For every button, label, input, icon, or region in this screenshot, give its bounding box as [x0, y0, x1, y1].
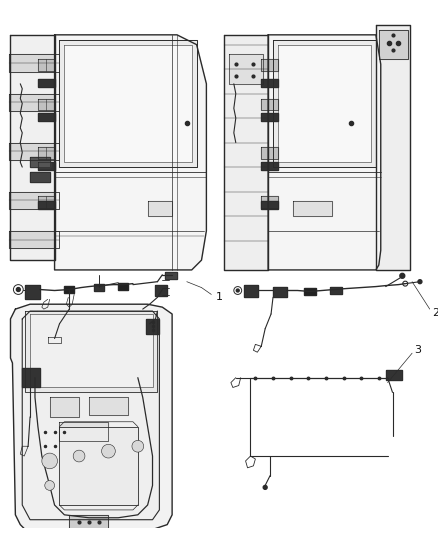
Circle shape — [400, 273, 405, 278]
Circle shape — [236, 289, 239, 292]
Polygon shape — [261, 197, 278, 208]
Circle shape — [132, 440, 144, 452]
Polygon shape — [261, 201, 278, 209]
Text: 3: 3 — [414, 345, 421, 356]
Text: 1: 1 — [216, 293, 223, 302]
Polygon shape — [379, 30, 408, 59]
Polygon shape — [64, 286, 74, 294]
Polygon shape — [229, 54, 263, 84]
Polygon shape — [118, 282, 128, 290]
Polygon shape — [38, 79, 55, 87]
Circle shape — [263, 486, 267, 489]
Polygon shape — [273, 287, 287, 297]
Polygon shape — [304, 288, 316, 295]
Polygon shape — [330, 287, 342, 294]
Polygon shape — [22, 311, 159, 520]
Circle shape — [418, 280, 422, 284]
Polygon shape — [268, 35, 381, 270]
Polygon shape — [155, 285, 167, 296]
Polygon shape — [94, 284, 103, 292]
Polygon shape — [22, 368, 40, 387]
Polygon shape — [30, 157, 49, 167]
Polygon shape — [385, 370, 403, 379]
Polygon shape — [38, 59, 55, 71]
Polygon shape — [38, 148, 55, 159]
Polygon shape — [49, 397, 79, 417]
Polygon shape — [165, 272, 177, 279]
Polygon shape — [38, 201, 55, 209]
Polygon shape — [261, 79, 278, 87]
Polygon shape — [8, 54, 60, 72]
Polygon shape — [8, 231, 60, 248]
Polygon shape — [55, 35, 206, 270]
Polygon shape — [261, 148, 278, 159]
Polygon shape — [146, 319, 159, 334]
Polygon shape — [261, 162, 278, 170]
Polygon shape — [25, 311, 157, 392]
Circle shape — [102, 445, 115, 458]
Polygon shape — [278, 45, 371, 162]
Polygon shape — [261, 99, 278, 110]
Polygon shape — [38, 113, 55, 121]
Polygon shape — [376, 25, 410, 270]
Text: 2: 2 — [432, 308, 438, 318]
Polygon shape — [48, 336, 61, 343]
Polygon shape — [293, 201, 332, 216]
Circle shape — [45, 481, 55, 490]
Polygon shape — [11, 304, 172, 529]
Polygon shape — [261, 113, 278, 121]
Polygon shape — [25, 285, 40, 300]
Polygon shape — [8, 191, 60, 209]
Polygon shape — [60, 40, 197, 167]
Polygon shape — [261, 59, 278, 71]
Polygon shape — [273, 40, 376, 167]
Polygon shape — [244, 285, 258, 297]
Polygon shape — [224, 35, 268, 270]
Polygon shape — [30, 314, 152, 387]
Circle shape — [16, 288, 20, 292]
Polygon shape — [89, 397, 128, 415]
Circle shape — [42, 453, 57, 469]
Polygon shape — [60, 426, 138, 505]
Polygon shape — [8, 94, 60, 111]
Polygon shape — [64, 45, 192, 162]
Polygon shape — [30, 172, 49, 182]
Polygon shape — [11, 35, 55, 260]
Circle shape — [73, 450, 85, 462]
Polygon shape — [148, 201, 172, 216]
Polygon shape — [38, 99, 55, 110]
Polygon shape — [38, 197, 55, 208]
Polygon shape — [60, 422, 109, 441]
Polygon shape — [8, 143, 60, 160]
Polygon shape — [69, 515, 109, 529]
Polygon shape — [38, 162, 55, 170]
